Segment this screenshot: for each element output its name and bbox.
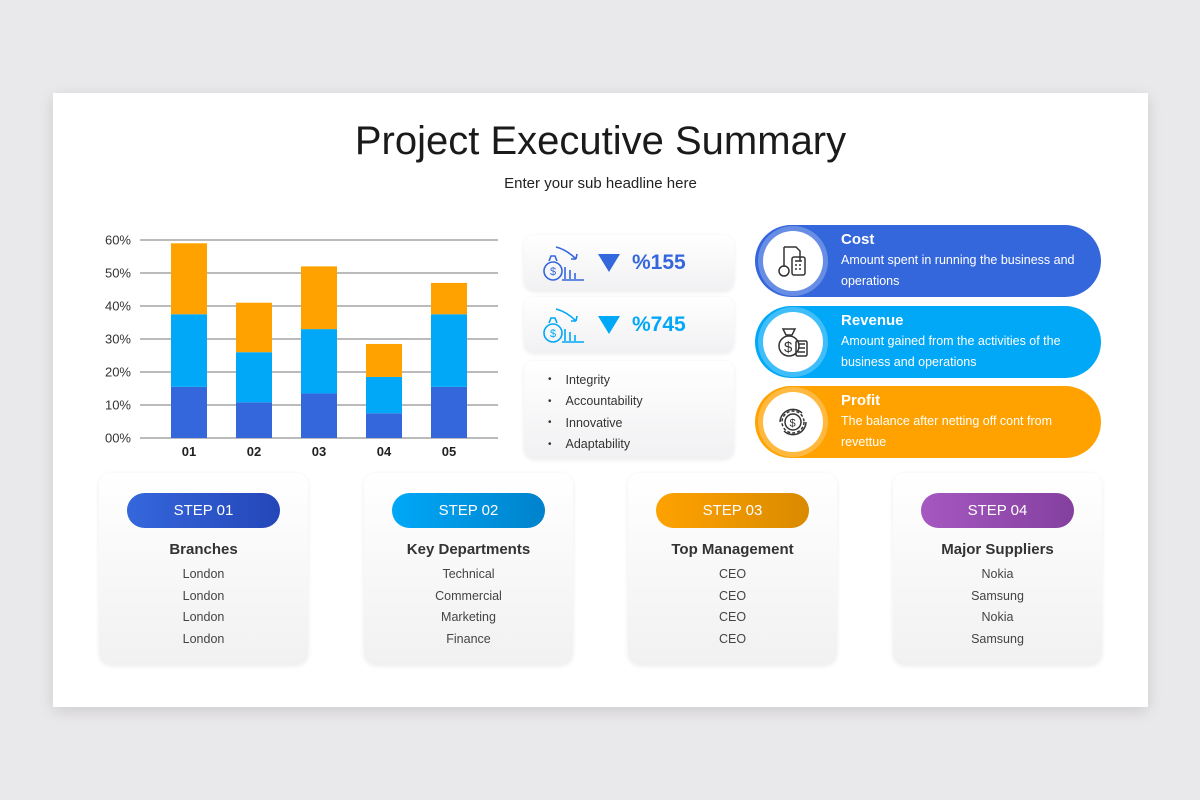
step-card-2: STEP 02 Key Departments Technical Commer… (364, 473, 573, 665)
list-item: Adaptability (548, 434, 734, 456)
down-triangle-icon (598, 316, 620, 334)
svg-text:$: $ (784, 339, 793, 356)
pill-desc: Amount spent in running the business and… (841, 252, 1075, 288)
bar-segment (171, 314, 207, 387)
step-item: Finance (446, 632, 491, 647)
bar-segment (171, 386, 207, 438)
invoice-calculator-icon (763, 231, 823, 291)
bar-segment (366, 413, 402, 438)
step-item: London (182, 588, 225, 603)
money-bag-chart-down-icon: $ (543, 308, 584, 343)
step-item: Samsung (971, 588, 1024, 603)
cost-pill: Cost Amount spent in running the business… (755, 225, 1101, 297)
step-item: CEO (718, 588, 747, 603)
step-title: Major Suppliers (941, 541, 1054, 558)
list-item: Innovative (548, 412, 734, 434)
bar-segment (431, 314, 467, 387)
dollar-gear-icon: $ (763, 392, 823, 452)
step-card-4: STEP 04 Major Suppliers Nokia Samsung No… (893, 473, 1102, 665)
step-item: London (182, 632, 225, 647)
step-item: London (182, 610, 225, 625)
values-list: Integrity Accountability Innovative Adap… (524, 361, 734, 459)
page-title: Project Executive Summary (354, 119, 847, 163)
slide: Project Executive Summary Enter your sub… (53, 93, 1148, 707)
step-title: Top Management (671, 541, 794, 558)
list-item: Integrity (548, 369, 734, 391)
x-tick-label: 04 (377, 444, 392, 459)
step-badge: STEP 01 (127, 493, 280, 528)
money-bag-chart-down-icon: $ (543, 246, 584, 281)
y-tick-label: 20% (105, 365, 131, 380)
pill-desc: Amount gained from the activities of the… (841, 333, 1061, 369)
y-tick-label: 30% (105, 332, 131, 347)
down-triangle-icon (598, 254, 620, 272)
bar-segment (171, 243, 207, 315)
y-tick-label: 00% (105, 431, 131, 446)
bar-segment (301, 266, 337, 330)
stat-value: %745 (632, 313, 686, 336)
bar-segment (301, 393, 337, 438)
step-item: CEO (718, 632, 747, 647)
stacked-bar-chart: 00% 10% 20% 30% 40% 50% 60% 01 02 03 04 05 (105, 233, 498, 459)
bar-segment (236, 402, 272, 438)
step-item: London (182, 567, 225, 581)
x-tick-label: 05 (442, 444, 456, 459)
step-badge: STEP 02 (392, 493, 545, 528)
step-item: CEO (718, 610, 747, 625)
step-item: Marketing (441, 610, 496, 625)
step-item: CEO (718, 567, 747, 581)
pill-desc: The balance after netting off cont from … (841, 413, 1053, 449)
x-tick-label: 02 (247, 444, 261, 459)
step-item: Technical (442, 567, 495, 581)
step-item: Samsung (971, 632, 1024, 647)
step-item: Nokia (981, 610, 1014, 625)
step-card-3: STEP 03 Top Management CEO CEO CEO CEO (628, 473, 837, 665)
list-item: Accountability (548, 391, 734, 413)
pill-title: Cost (841, 230, 875, 248)
revenue-pill: $ Revenue Amount gained from the activiti… (755, 306, 1101, 378)
money-bag-calculator-icon: $ (763, 312, 823, 372)
svg-text:$: $ (790, 418, 796, 430)
y-tick-label: 50% (105, 266, 131, 281)
subtitle: Enter your sub headline here (504, 175, 697, 192)
step-badge: STEP 03 (656, 493, 809, 528)
svg-text:$: $ (550, 328, 556, 340)
profit-pill: $ Profit The balance after netting off co… (755, 386, 1101, 458)
bar-segment (236, 352, 272, 403)
step-badge: STEP 04 (921, 493, 1074, 528)
step-item: Commercial (435, 588, 502, 603)
stat-card-1: $ %155 (524, 235, 734, 291)
pill-title: Revenue (841, 311, 904, 329)
bar-segment (301, 329, 337, 394)
step-card-1: STEP 01 Branches London London London Lo… (99, 473, 308, 665)
step-title: Branches (169, 541, 238, 558)
bar-segment (366, 343, 402, 377)
y-tick-label: 60% (105, 233, 131, 248)
bar-segment (431, 386, 467, 438)
x-tick-label: 03 (312, 444, 326, 459)
bar-segment (431, 282, 467, 315)
x-tick-label: 01 (182, 444, 196, 459)
y-tick-label: 40% (105, 299, 131, 314)
bar-segment (236, 302, 272, 353)
bar-segment (366, 376, 402, 414)
svg-text:$: $ (550, 266, 556, 278)
y-tick-label: 10% (105, 398, 131, 413)
step-title: Key Departments (406, 541, 531, 558)
step-item: Nokia (981, 567, 1014, 581)
stat-card-2: $ %745 (524, 297, 734, 353)
stat-value: %155 (632, 251, 686, 274)
pill-title: Profit (841, 391, 881, 409)
